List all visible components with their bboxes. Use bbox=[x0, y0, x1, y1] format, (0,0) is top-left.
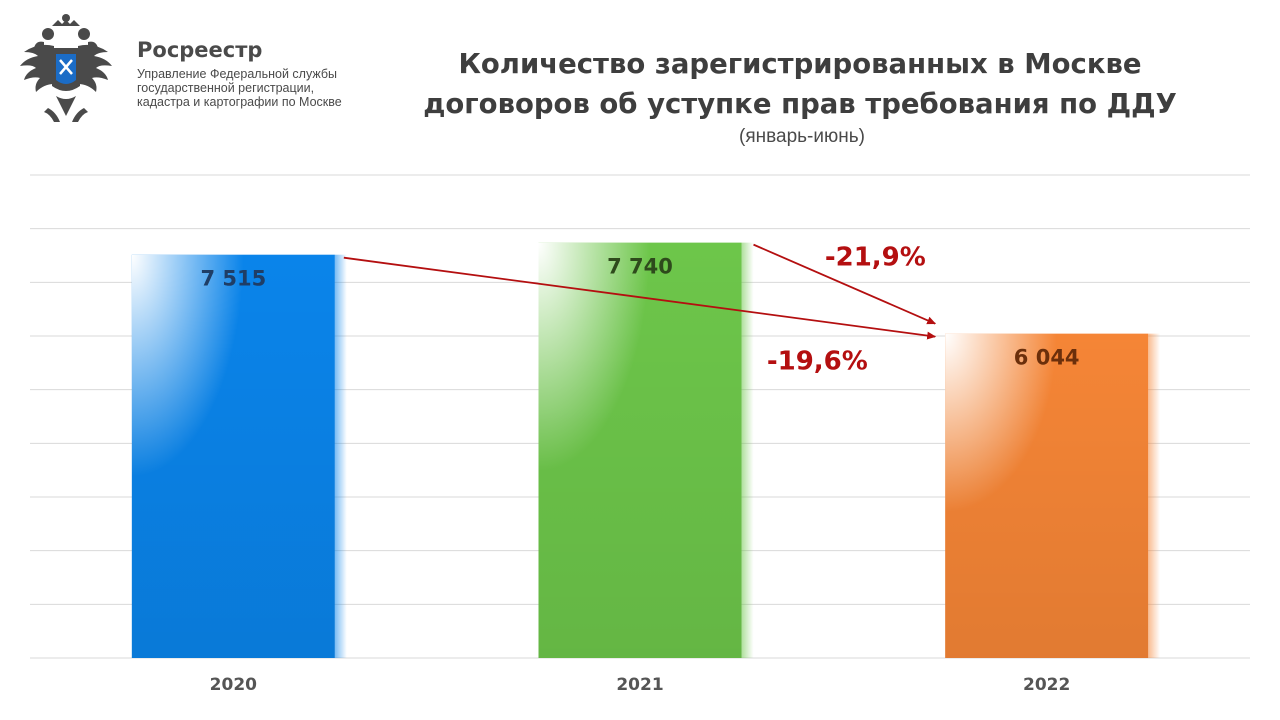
chart-title-line: договоров об уступке прав требования по … bbox=[423, 88, 1177, 120]
data-label: 7 740 bbox=[607, 255, 673, 279]
chart-title: Количество зарегистрированных в Москве д… bbox=[360, 44, 1240, 124]
rosreestr-emblem-icon bbox=[18, 12, 114, 128]
brand-subtitle-line: кадастра и картографии по Москве bbox=[137, 95, 342, 109]
bar-shadow bbox=[334, 254, 347, 658]
bar-highlight bbox=[538, 242, 742, 658]
bar-shadow bbox=[741, 242, 754, 658]
change-label: -21,9% bbox=[825, 243, 926, 273]
x-tick-label: 2022 bbox=[1023, 675, 1070, 695]
x-tick-label: 2021 bbox=[616, 675, 663, 695]
bar-highlight bbox=[945, 333, 1149, 658]
brand-name: Росреестр bbox=[137, 38, 263, 62]
data-label: 6 044 bbox=[1014, 346, 1080, 370]
change-arrow bbox=[343, 256, 937, 340]
change-label: -19,6% bbox=[767, 347, 868, 377]
bar-shadow bbox=[1148, 333, 1161, 658]
chart-title-line: Количество зарегистрированных в Москве bbox=[458, 48, 1142, 80]
x-tick-label: 2020 bbox=[210, 675, 257, 695]
brand-subtitle: Управление Федеральной службы государств… bbox=[137, 67, 367, 109]
chart-subtitle: (январь-июнь) bbox=[739, 126, 865, 147]
bar-highlight bbox=[131, 254, 335, 658]
brand-subtitle-line: государственной регистрации, bbox=[137, 81, 315, 95]
brand-subtitle-line: Управление Федеральной службы bbox=[137, 67, 337, 81]
data-label: 7 515 bbox=[200, 267, 266, 291]
change-arrow bbox=[753, 243, 937, 325]
